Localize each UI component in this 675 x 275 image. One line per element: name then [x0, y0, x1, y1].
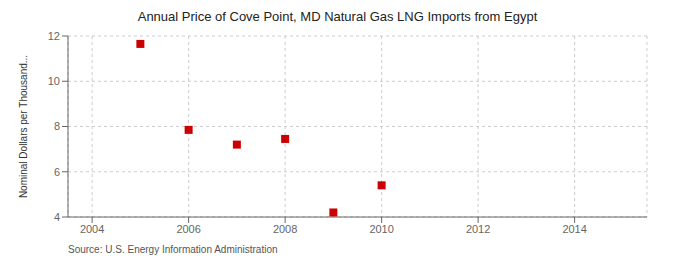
svg-text:2012: 2012 — [466, 223, 490, 235]
svg-text:8: 8 — [54, 120, 60, 132]
svg-text:12: 12 — [48, 30, 60, 42]
svg-text:2008: 2008 — [273, 223, 297, 235]
svg-text:Nominal Dollars per Thousand..: Nominal Dollars per Thousand... — [18, 55, 29, 198]
svg-text:4: 4 — [54, 211, 60, 223]
svg-text:2006: 2006 — [176, 223, 200, 235]
html-text:Annual Price of Cove Point, MD: Annual Price of Cove Point, MD Natural G… — [137, 9, 538, 24]
svg-text:2004: 2004 — [80, 223, 104, 235]
svg-text:6: 6 — [54, 166, 60, 178]
svg-text:10: 10 — [48, 75, 60, 87]
svg-text:2010: 2010 — [369, 223, 393, 235]
html-text:Source: U.S. Energy Informatio: Source: U.S. Energy Information Administ… — [68, 244, 278, 255]
svg-text:2014: 2014 — [562, 223, 586, 235]
